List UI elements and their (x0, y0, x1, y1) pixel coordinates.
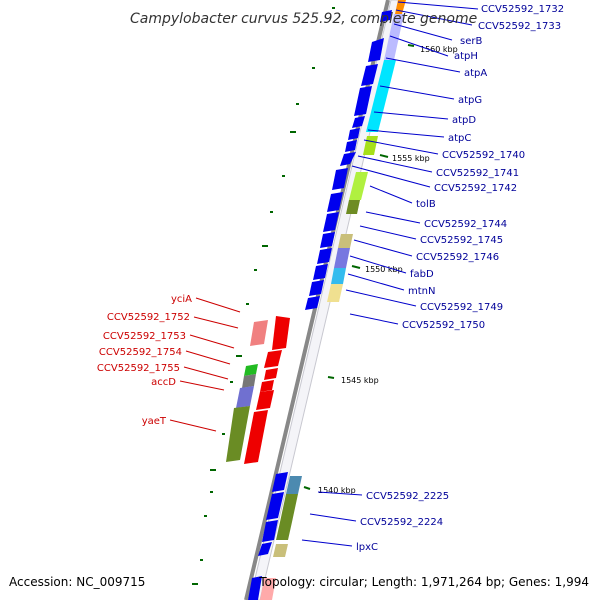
gene-arrow (262, 520, 278, 542)
forward-genes (248, 10, 392, 600)
gene-arrow (352, 116, 365, 128)
gene-label: CCV52592_2224 (360, 517, 443, 528)
gene-arrow (323, 212, 339, 232)
gene-arrow (264, 368, 278, 380)
gene-arrow (272, 472, 288, 492)
scale-ticks-right (303, 44, 415, 490)
gene-arrow (260, 380, 274, 392)
gene-arrow (380, 10, 392, 22)
gene-arrow (242, 374, 256, 388)
gene-label: CCV52592_1755 (97, 363, 180, 374)
gene-label: tolB (416, 199, 436, 210)
kbp-label-1555: 1555 kbp (392, 154, 430, 163)
gene-label: CCV52592_1745 (420, 235, 503, 246)
gene-label: CCV52592_1740 (442, 150, 525, 161)
gene-arrow (226, 406, 250, 462)
gene-arrow (361, 64, 378, 86)
gene-arrow (236, 386, 254, 408)
gene-arrow (354, 86, 372, 116)
scale-ticks-left (192, 7, 335, 585)
gene-arrow (256, 390, 274, 410)
gene-label: CCV52592_1742 (434, 183, 517, 194)
gene-arrow (317, 248, 332, 264)
gene-arrow (345, 140, 357, 152)
gene-arrow (340, 152, 356, 166)
gene-label: mtnN (408, 286, 435, 297)
gene-label: CCV52592_1741 (436, 168, 519, 179)
gene-label: yaeT (142, 416, 167, 427)
gene-label: CCV52592_2225 (366, 491, 449, 502)
gene-label: atpG (458, 95, 482, 106)
kbp-label-1550: 1550 kbp (365, 265, 403, 274)
accession-text: Accession: NC_009715 (9, 575, 145, 589)
connector-lines-right (301, 1, 479, 547)
topology-text: Topology: circular; Length: 1,971,264 bp… (258, 575, 589, 589)
gene-arrow (327, 192, 343, 212)
gene-arrow (266, 492, 284, 520)
gene-label: atpC (448, 133, 471, 144)
gene-arrow (305, 296, 320, 310)
gene-arrow (309, 280, 324, 296)
gene-label: CCV52592_1753 (103, 331, 186, 342)
feature-track (260, 0, 406, 600)
gene-arrow (264, 350, 282, 368)
genome-title: Campylobacter curvus 525.92, complete ge… (130, 11, 477, 27)
gene-arrow (250, 320, 268, 346)
gene-arrow (248, 576, 262, 600)
gene-label: CCV52592_1746 (416, 252, 499, 263)
gene-label: fabD (410, 269, 434, 280)
gene-label: serB (460, 36, 482, 47)
gene-label: lpxC (356, 542, 378, 553)
gene-arrow (258, 542, 272, 556)
gene-label: accD (151, 377, 176, 388)
gene-label: CCV52592_1733 (478, 21, 561, 32)
gene-label: CCV52592_1749 (420, 302, 503, 313)
gene-arrow (244, 364, 258, 376)
kbp-label-1545: 1545 kbp (341, 376, 379, 385)
gene-label: CCV52592_1754 (99, 347, 182, 358)
kbp-label-1540: 1540 kbp (318, 486, 356, 495)
gene-arrow (348, 128, 360, 140)
connector-lines-left (169, 297, 241, 432)
gene-arrow (332, 168, 348, 190)
gene-arrow (320, 232, 335, 248)
gene-arrow (368, 38, 384, 62)
gene-label: CCV52592_1752 (107, 312, 190, 323)
gene-label: CCV52592_1732 (481, 4, 564, 15)
reverse-genes (226, 316, 290, 464)
gene-label: atpH (454, 51, 478, 62)
gene-arrow (244, 410, 268, 464)
gene-label: CCV52592_1750 (402, 320, 485, 331)
gene-label: atpA (464, 68, 487, 79)
gene-label: yciA (171, 294, 192, 305)
kbp-label-1560: 1560 kbp (420, 45, 458, 54)
gene-label: atpD (452, 115, 476, 126)
gene-arrow (313, 264, 328, 280)
gene-label: CCV52592_1744 (424, 219, 507, 230)
gene-arrow (272, 316, 290, 350)
